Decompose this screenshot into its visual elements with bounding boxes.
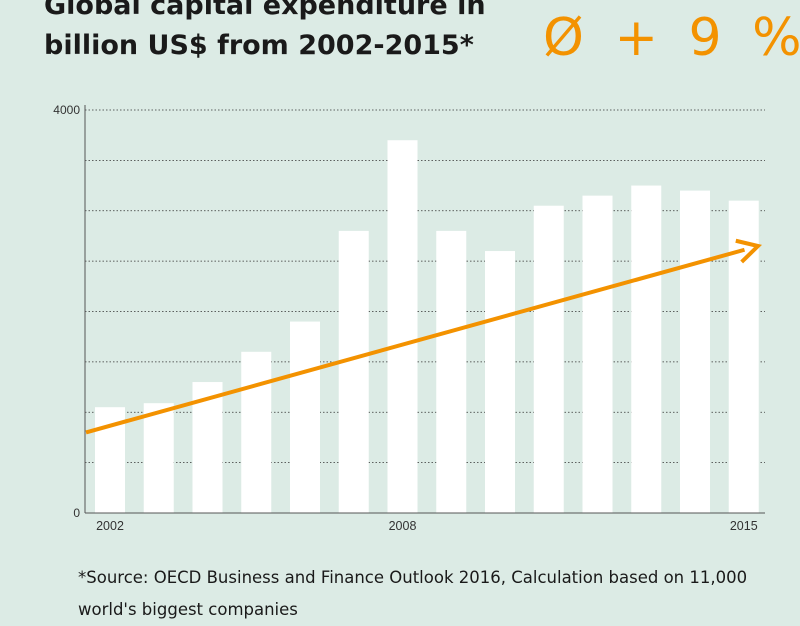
chart-title-line-2: billion US$ from 2002-2015* xyxy=(44,30,474,61)
bar-chart: 0 4000 2002 2008 2015 xyxy=(53,103,765,533)
trend-line xyxy=(85,238,762,435)
bar-2013 xyxy=(631,185,662,513)
gridlines xyxy=(85,109,765,464)
bar-2014 xyxy=(680,190,710,513)
bar-2007 xyxy=(338,230,369,513)
bar-2012 xyxy=(582,195,613,513)
trend-arrow-head xyxy=(735,238,762,264)
growth-rate-badge: Ø + 9 % xyxy=(543,8,800,68)
tick-labels: 0 4000 2002 2008 2015 xyxy=(53,103,757,533)
bar-2004 xyxy=(192,382,223,513)
bar-2003 xyxy=(143,403,174,513)
chart-title: Global capital expenditure in billion US… xyxy=(44,0,544,66)
chart-title-line-1: Global capital expenditure in xyxy=(44,0,486,21)
y-tick-label-4000: 4000 xyxy=(53,103,80,117)
bar-2005 xyxy=(241,351,272,513)
bar-2006 xyxy=(290,321,320,513)
x-tick-label-2008: 2008 xyxy=(389,519,417,533)
x-tick-label-2002: 2002 xyxy=(96,519,124,533)
bar-2009 xyxy=(436,230,467,513)
source-note: *Source: OECD Business and Finance Outlo… xyxy=(78,568,748,619)
axes xyxy=(84,105,765,514)
bar-2008 xyxy=(387,140,418,513)
bar-2011 xyxy=(533,205,564,513)
bars xyxy=(95,140,759,514)
trend-line-segment xyxy=(85,247,746,435)
y-tick-label-0: 0 xyxy=(73,506,80,520)
bar-2010 xyxy=(485,251,515,514)
x-tick-label-2015: 2015 xyxy=(730,519,758,533)
